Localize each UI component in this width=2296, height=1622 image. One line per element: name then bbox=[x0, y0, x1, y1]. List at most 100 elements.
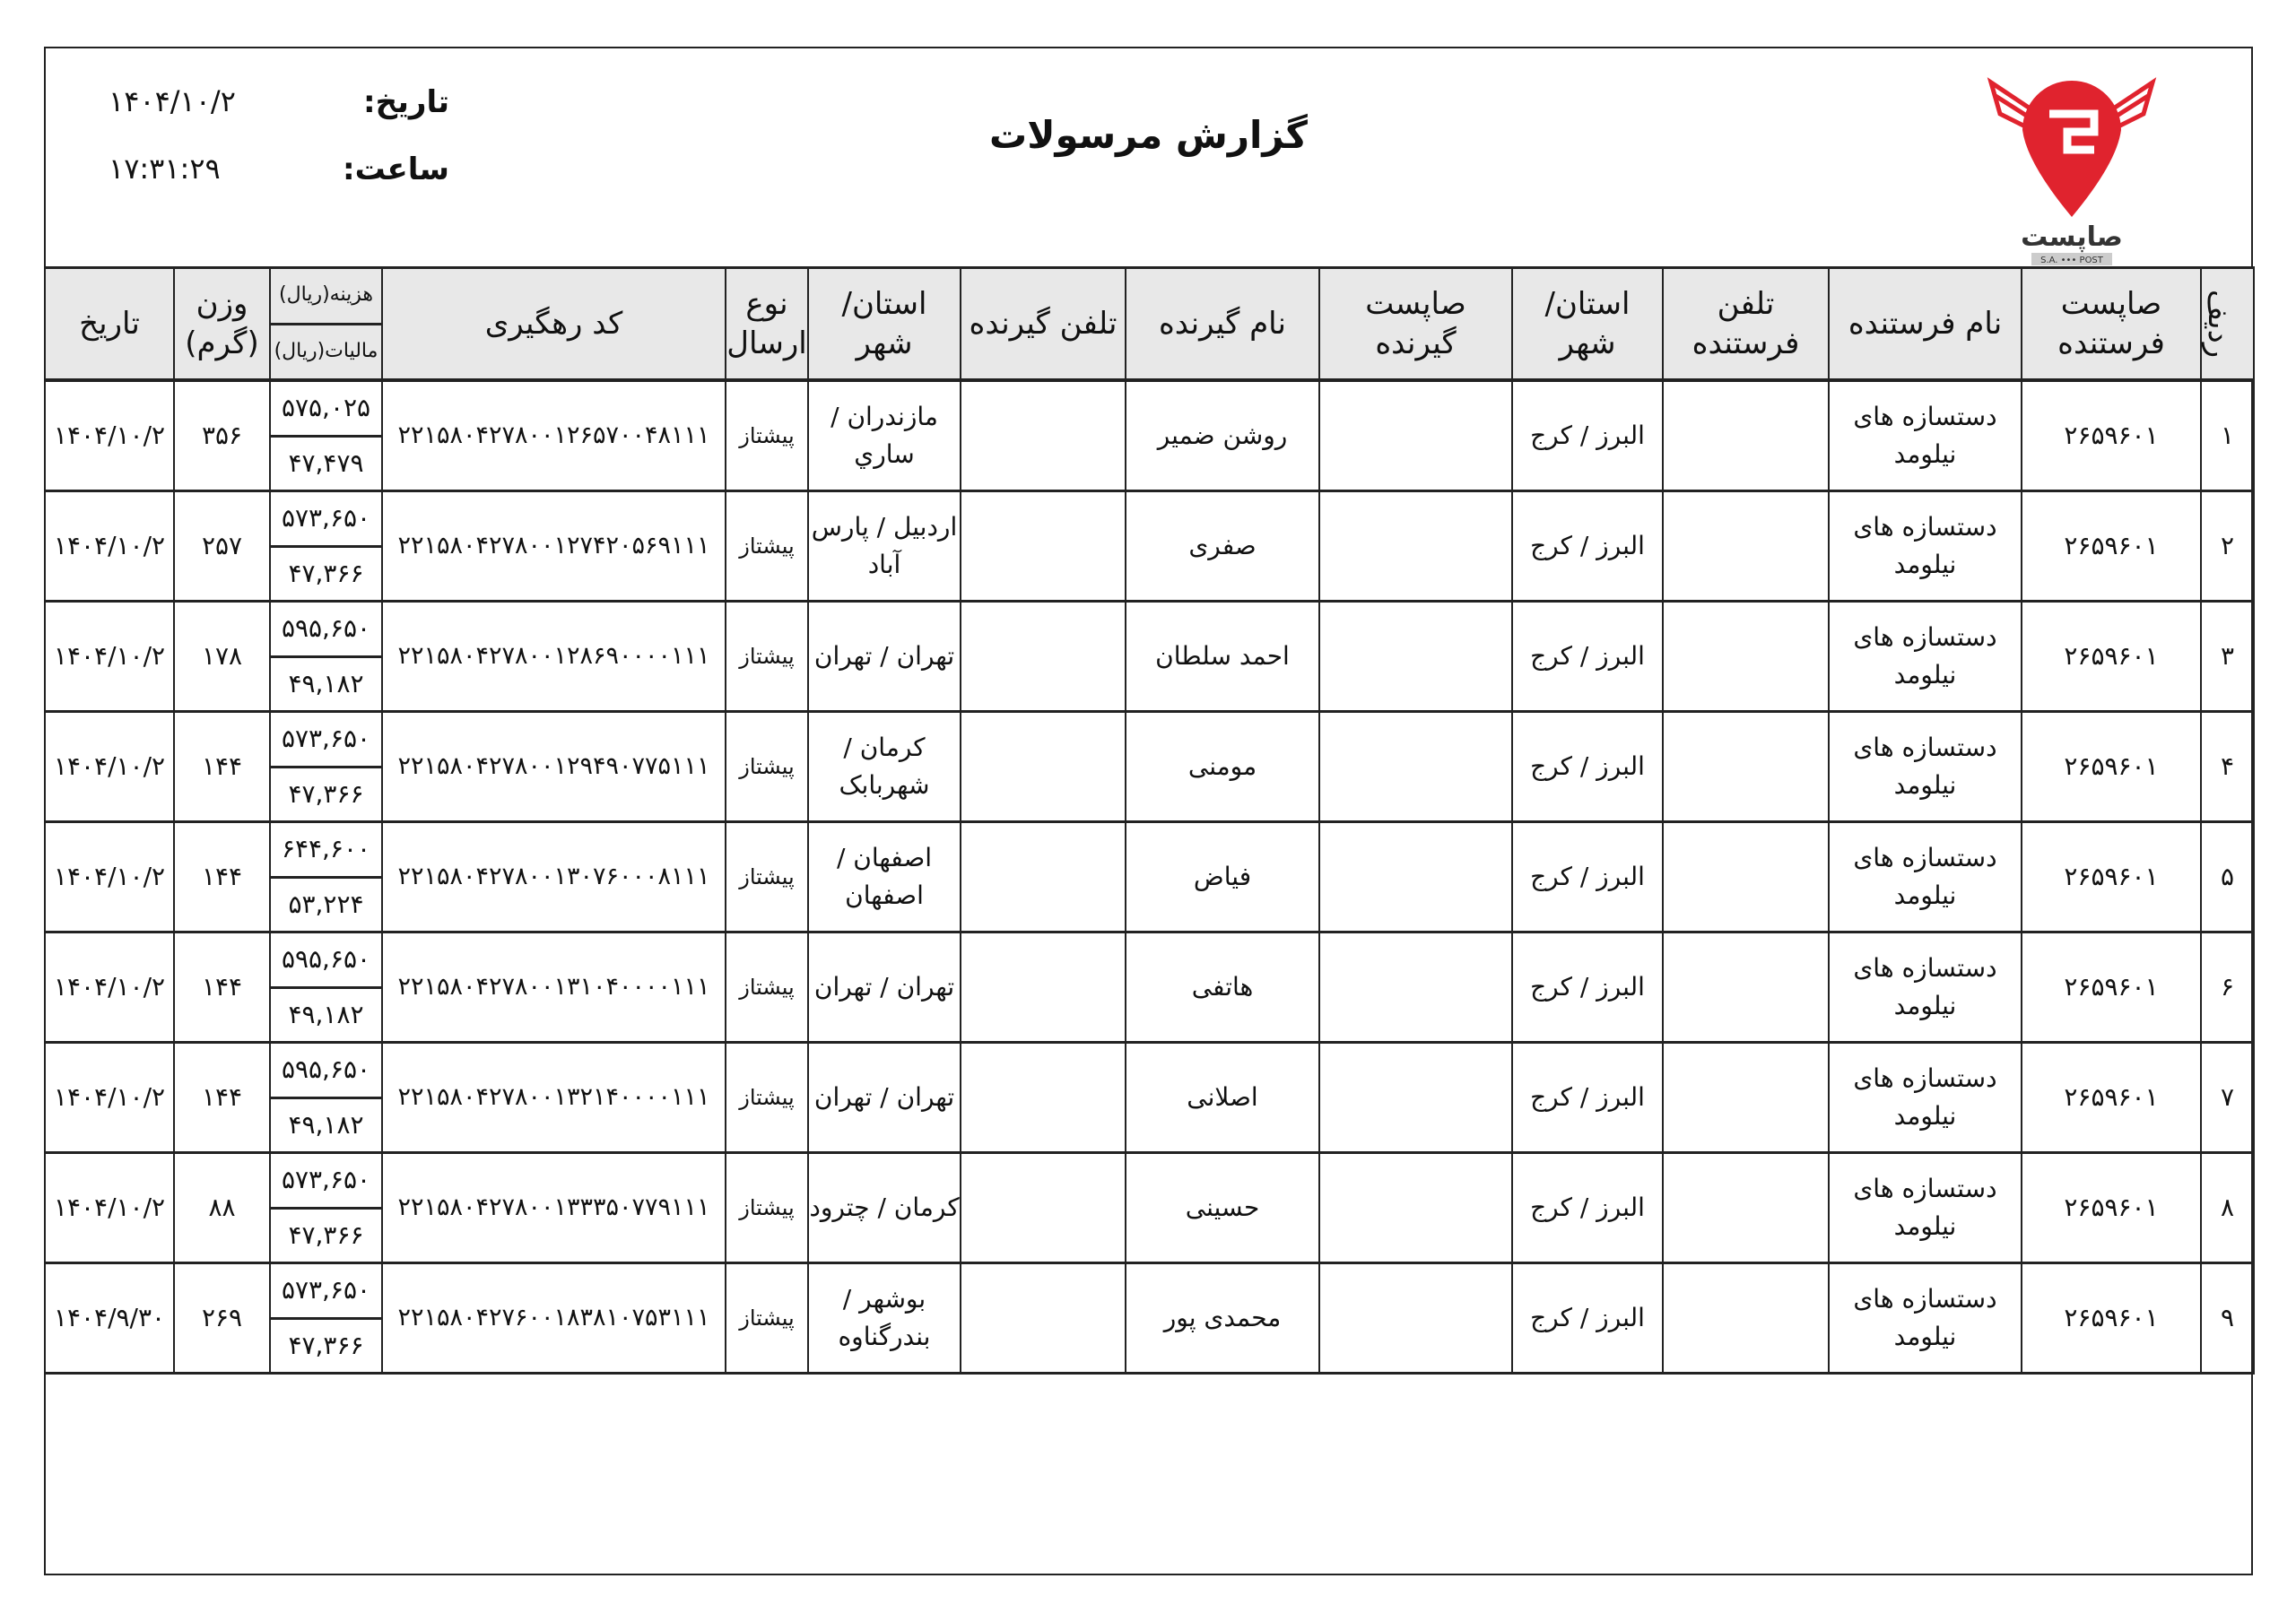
header-receiver-city: استان/ شهر bbox=[807, 266, 961, 382]
cell-sender-name: دستسازه های نیلومد bbox=[1828, 710, 2022, 823]
header-cost-tax: هزینه(ریال) مالیات(ریال) bbox=[269, 266, 383, 382]
header-weight: وزن (گرم) bbox=[173, 266, 271, 382]
table-row: ۶ ۲۶۵۹۶۰۱ دستسازه های نیلومد البرز / کرج هات… bbox=[44, 931, 2255, 1044]
cell-type: پیشتاز bbox=[725, 490, 809, 603]
cell-type: پیشتاز bbox=[725, 1041, 809, 1154]
cell-tracking: ۲۲۱۵۸۰۴۲۷۸۰۰۱۳۱۰۴۰۰۰۰۱۱۱ bbox=[381, 931, 726, 1044]
cell-date: ۱۴۰۴/۱۰/۲ bbox=[44, 490, 175, 603]
cell-receiver-sapost bbox=[1318, 1151, 1513, 1264]
cell-row: ۸ bbox=[2200, 1151, 2255, 1264]
cell-tax: ۴۷,۳۶۶ bbox=[288, 778, 364, 809]
cell-sender-city: البرز / کرج bbox=[1511, 1041, 1664, 1154]
cell-cost: ۵۹۵,۶۵۰ bbox=[271, 933, 381, 989]
cell-sender-phone bbox=[1662, 931, 1830, 1044]
cell-weight: ۳۵۶ bbox=[173, 379, 271, 492]
header-sender-phone: تلفن فرستنده bbox=[1662, 266, 1830, 382]
table-row: ۸ ۲۶۵۹۶۰۱ دستسازه های نیلومد البرز / کرج حسی… bbox=[44, 1151, 2255, 1264]
cell-weight: ۱۴۴ bbox=[173, 1041, 271, 1154]
cell-receiver-sapost bbox=[1318, 1262, 1513, 1375]
cell-type: پیشتاز bbox=[725, 1151, 809, 1264]
cell-sender-city: البرز / کرج bbox=[1511, 1151, 1664, 1264]
cell-receiver-sapost bbox=[1318, 379, 1513, 492]
cell-receiver-name: محمدی پور bbox=[1125, 1262, 1320, 1375]
cell-receiver-name: احمد سلطان bbox=[1125, 600, 1320, 713]
cell-weight: ۲۶۹ bbox=[173, 1262, 271, 1375]
shipments-table: ردیف صاپست فرستنده نام فرستنده تلفن فرست… bbox=[44, 266, 2255, 1375]
cell-weight: ۱۷۸ bbox=[173, 600, 271, 713]
cell-sender-city: البرز / کرج bbox=[1511, 1262, 1664, 1375]
header-cost: هزینه(ریال) bbox=[271, 269, 381, 325]
table-row: ۵ ۲۶۵۹۶۰۱ دستسازه های نیلومد البرز / کرج فیا… bbox=[44, 820, 2255, 933]
cell-sender-city: البرز / کرج bbox=[1511, 379, 1664, 492]
cell-cost-tax: ۵۷۳,۶۵۰ ۴۷,۳۶۶ bbox=[269, 1151, 383, 1264]
cell-sender-sapost: ۲۶۵۹۶۰۱ bbox=[2021, 1262, 2202, 1375]
cell-sender-name: دستسازه های نیلومد bbox=[1828, 1151, 2022, 1264]
header-receiver-sapost: صاپست گیرنده bbox=[1318, 266, 1513, 382]
cell-sender-sapost: ۲۶۵۹۶۰۱ bbox=[2021, 710, 2202, 823]
cell-receiver-phone bbox=[960, 931, 1126, 1044]
cell-row: ۷ bbox=[2200, 1041, 2255, 1154]
cell-receiver-city: تهران / تهران bbox=[807, 1041, 961, 1154]
cell-sender-sapost: ۲۶۵۹۶۰۱ bbox=[2021, 1151, 2202, 1264]
table-row: ۳ ۲۶۵۹۶۰۱ دستسازه های نیلومد البرز / کرج احم… bbox=[44, 600, 2255, 713]
cell-cost-tax: ۵۷۵,۰۲۵ ۴۷,۴۷۹ bbox=[269, 379, 383, 492]
cell-sender-phone bbox=[1662, 710, 1830, 823]
cell-receiver-sapost bbox=[1318, 1041, 1513, 1154]
cell-sender-city: البرز / کرج bbox=[1511, 490, 1664, 603]
cell-cost: ۵۹۵,۶۵۰ bbox=[271, 603, 381, 658]
header-receiver-phone: تلفن گیرنده bbox=[960, 266, 1126, 382]
header-receiver-name: نام گیرنده bbox=[1125, 266, 1320, 382]
cell-sender-phone bbox=[1662, 490, 1830, 603]
cell-sender-name: دستسازه های نیلومد bbox=[1828, 1262, 2022, 1375]
cell-sender-phone bbox=[1662, 1151, 1830, 1264]
cell-receiver-sapost bbox=[1318, 931, 1513, 1044]
cell-row: ۱ bbox=[2200, 379, 2255, 492]
cell-receiver-sapost bbox=[1318, 600, 1513, 713]
cell-receiver-city: تهران / تهران bbox=[807, 600, 961, 713]
cell-sender-name: دستسازه های نیلومد bbox=[1828, 820, 2022, 933]
report-date: تاریخ: ۱۴۰۴/۱۰/۲ bbox=[109, 84, 449, 120]
cell-row: ۹ bbox=[2200, 1262, 2255, 1375]
table-row: ۴ ۲۶۵۹۶۰۱ دستسازه های نیلومد البرز / کرج موم… bbox=[44, 710, 2255, 823]
cell-receiver-sapost bbox=[1318, 710, 1513, 823]
time-label: ساعت: bbox=[342, 152, 449, 187]
cell-receiver-name: فیاض bbox=[1125, 820, 1320, 933]
cell-date: ۱۴۰۴/۱۰/۲ bbox=[44, 1151, 175, 1264]
cell-sender-phone bbox=[1662, 820, 1830, 933]
cell-date: ۱۴۰۴/۱۰/۲ bbox=[44, 600, 175, 713]
svg-text:S.A. ••• POST: S.A. ••• POST bbox=[2040, 256, 2104, 265]
cell-cost-tax: ۵۹۵,۶۵۰ ۴۹,۱۸۲ bbox=[269, 931, 383, 1044]
cell-tracking: ۲۲۱۵۸۰۴۲۷۶۰۰۱۸۳۸۱۰۷۵۳۱۱۱ bbox=[381, 1262, 726, 1375]
header-tracking: کد رهگیری bbox=[381, 266, 726, 382]
cell-date: ۱۴۰۴/۱۰/۲ bbox=[44, 820, 175, 933]
cell-type: پیشتاز bbox=[725, 1262, 809, 1375]
cell-date: ۱۴۰۴/۱۰/۲ bbox=[44, 379, 175, 492]
cell-cost-tax: ۵۷۳,۶۵۰ ۴۷,۳۶۶ bbox=[269, 490, 383, 603]
cell-receiver-city: اصفهان / اصفهان bbox=[807, 820, 961, 933]
cell-receiver-phone bbox=[960, 710, 1126, 823]
cell-cost: ۵۷۵,۰۲۵ bbox=[271, 382, 381, 438]
table-row: ۹ ۲۶۵۹۶۰۱ دستسازه های نیلومد البرز / کرج محم… bbox=[44, 1262, 2255, 1375]
cell-sender-city: البرز / کرج bbox=[1511, 710, 1664, 823]
cell-tracking: ۲۲۱۵۸۰۴۲۷۸۰۰۱۲۹۴۹۰۷۷۵۱۱۱ bbox=[381, 710, 726, 823]
cell-sender-phone bbox=[1662, 379, 1830, 492]
cell-date: ۱۴۰۴/۱۰/۲ bbox=[44, 1041, 175, 1154]
cell-cost-tax: ۶۴۴,۶۰۰ ۵۳,۲۲۴ bbox=[269, 820, 383, 933]
cell-receiver-phone bbox=[960, 600, 1126, 713]
cell-sender-name: دستسازه های نیلومد bbox=[1828, 1041, 2022, 1154]
cell-receiver-sapost bbox=[1318, 820, 1513, 933]
cell-type: پیشتاز bbox=[725, 600, 809, 713]
cell-row: ۲ bbox=[2200, 490, 2255, 603]
cell-weight: ۱۴۴ bbox=[173, 710, 271, 823]
report-time: ساعت: ۱۷:۳۱:۲۹ bbox=[109, 152, 449, 187]
date-label: تاریخ: bbox=[363, 84, 449, 120]
cell-cost: ۵۷۳,۶۵۰ bbox=[271, 1154, 381, 1210]
cell-receiver-phone bbox=[960, 820, 1126, 933]
header-sender-name: نام فرستنده bbox=[1828, 266, 2022, 382]
cell-sender-name: دستسازه های نیلومد bbox=[1828, 379, 2022, 492]
cell-tax: ۴۷,۳۶۶ bbox=[288, 1330, 364, 1360]
cell-tracking: ۲۲۱۵۸۰۴۲۷۸۰۰۱۳۰۷۶۰۰۰۸۱۱۱ bbox=[381, 820, 726, 933]
cell-cost: ۵۹۵,۶۵۰ bbox=[271, 1044, 381, 1099]
cell-receiver-city: اردبیل / پارس آباد bbox=[807, 490, 961, 603]
cell-receiver-city: تهران / تهران bbox=[807, 931, 961, 1044]
